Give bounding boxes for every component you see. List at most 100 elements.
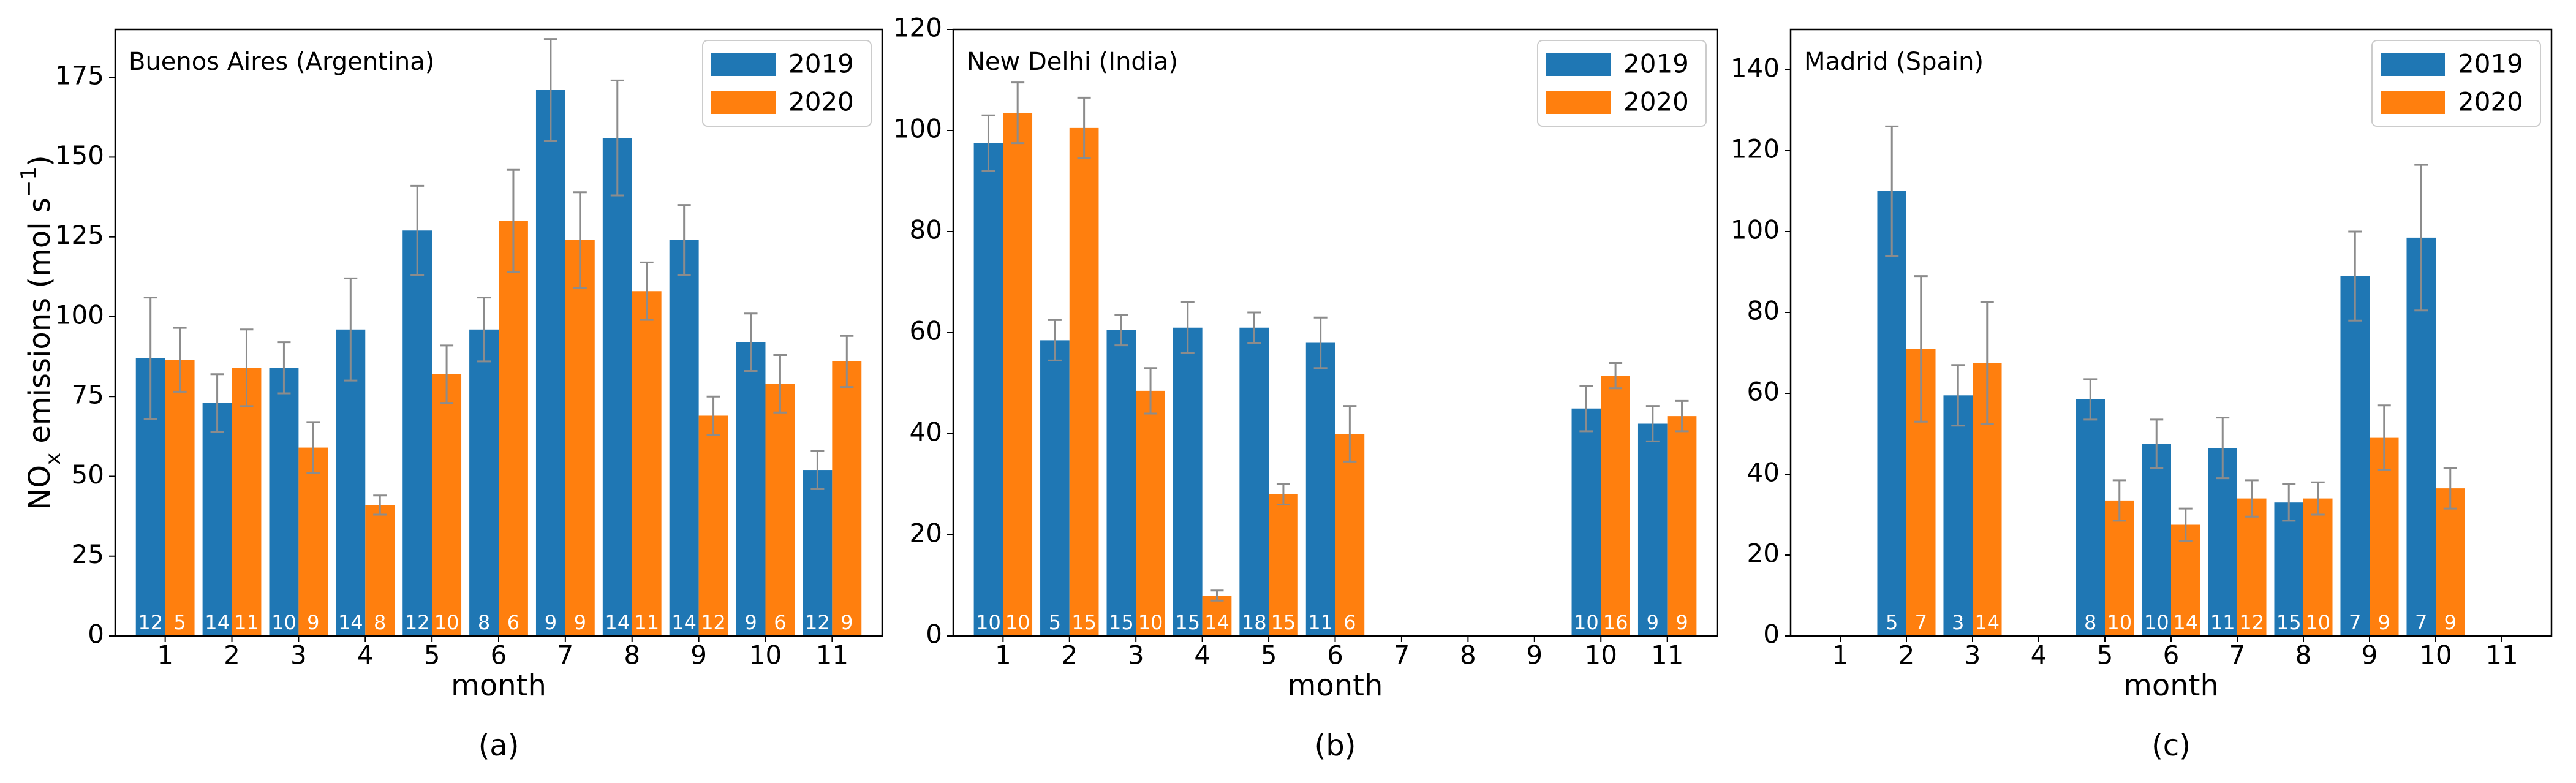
count-label: 16	[1603, 611, 1628, 634]
count-label: 10	[976, 611, 1001, 634]
count-label: 15	[1175, 611, 1200, 634]
bar	[2171, 524, 2200, 636]
bar	[736, 342, 766, 636]
count-label: 14	[671, 611, 697, 634]
y-tick-label: 40	[910, 417, 942, 447]
count-label: 18	[1242, 611, 1267, 634]
bar	[1003, 113, 1033, 636]
count-label: 7	[2415, 611, 2427, 634]
count-label: 9	[840, 611, 853, 634]
bar	[1667, 416, 1697, 636]
x-tick-label: 4	[357, 640, 374, 670]
legend-swatch	[1546, 53, 1611, 76]
error-bar	[2377, 404, 2391, 471]
bar	[1040, 340, 1070, 636]
y-tick-label: 125	[55, 220, 104, 250]
error-bar	[1980, 301, 1994, 425]
error-bar	[610, 79, 624, 197]
y-label-part: )	[23, 155, 57, 167]
count-label: 9	[1675, 611, 1688, 634]
y-tick-label: 175	[55, 61, 104, 91]
bar	[232, 368, 262, 636]
y-tick-label: 100	[1731, 215, 1780, 245]
x-axis-label: month	[2123, 668, 2219, 703]
count-label: 15	[1109, 611, 1134, 634]
error-bar	[1276, 483, 1290, 505]
bar	[1335, 434, 1365, 636]
chart-title: Buenos Aires (Argentina)	[129, 48, 434, 76]
y-tick-label: 140	[1731, 53, 1780, 83]
count-label: 8	[478, 611, 490, 634]
count-label: 12	[2239, 611, 2264, 634]
count-label: 5	[1049, 611, 1061, 634]
count-label: 9	[2378, 611, 2390, 634]
y-tick-label: 80	[910, 215, 942, 245]
x-tick-label: 2	[1061, 640, 1078, 670]
error-bar	[2216, 417, 2230, 480]
y-tick-label: 100	[55, 300, 104, 330]
count-label: 9	[1647, 611, 1659, 634]
count-label: 10	[434, 611, 459, 634]
y-tick-label: 60	[910, 316, 942, 346]
error-bar	[573, 191, 587, 289]
bar	[602, 138, 632, 636]
error-bar	[2178, 507, 2193, 542]
bar	[565, 240, 595, 636]
x-tick-label: 3	[1128, 640, 1144, 670]
x-tick-label: 8	[2295, 640, 2312, 670]
count-label: 6	[1343, 611, 1356, 634]
y-tick-label: 120	[1731, 134, 1780, 164]
y-tick-label: 50	[72, 460, 104, 490]
count-label: 15	[2276, 611, 2302, 634]
error-bar	[1951, 364, 1965, 427]
x-tick-label: 9	[1526, 640, 1543, 670]
count-label: 11	[1308, 611, 1333, 634]
error-bar	[277, 341, 291, 395]
x-tick-label: 10	[1585, 640, 1617, 670]
bar	[1943, 395, 1973, 636]
bar	[2436, 488, 2465, 636]
bar	[469, 329, 499, 636]
bar	[1571, 408, 1601, 636]
bar	[269, 368, 299, 636]
x-tick-label: 1	[1832, 640, 1849, 670]
legend-label: 2020	[788, 87, 854, 117]
x-axis-label: month	[451, 668, 546, 703]
y-tick-label: 150	[55, 140, 104, 170]
bar	[165, 360, 195, 636]
error-bar	[1645, 405, 1660, 442]
bar	[2340, 276, 2370, 637]
x-tick-label: 11	[816, 640, 848, 670]
legend-swatch	[2381, 91, 2445, 114]
error-bar	[2245, 479, 2259, 518]
legend-label: 2019	[1623, 49, 1689, 79]
count-label: 5	[1886, 611, 1898, 634]
x-tick-label: 9	[2362, 640, 2378, 670]
y-tick-label: 0	[1763, 619, 1780, 649]
count-label: 10	[271, 611, 297, 634]
count-label: 14	[205, 611, 230, 634]
error-bar	[1609, 362, 1623, 390]
x-tick-label: 7	[1394, 640, 1410, 670]
y-label-part: x	[41, 453, 66, 465]
x-tick-label: 2	[224, 640, 240, 670]
error-bar	[677, 204, 691, 276]
error-bar	[2112, 479, 2126, 522]
count-label: 5	[173, 611, 186, 634]
count-label: 14	[605, 611, 630, 634]
x-tick-label: 8	[1460, 640, 1476, 670]
bar	[1269, 494, 1298, 636]
error-bar	[2348, 230, 2362, 322]
x-tick-label: 6	[491, 640, 507, 670]
error-bar	[773, 354, 787, 414]
count-label: 11	[634, 611, 659, 634]
bar	[1877, 191, 1906, 636]
bar	[2105, 500, 2134, 636]
bar	[365, 505, 395, 636]
error-bar	[1048, 319, 1062, 361]
y-tick-label: 0	[926, 619, 942, 649]
error-bar	[1579, 385, 1593, 433]
bar	[2274, 502, 2303, 636]
error-bar	[240, 328, 254, 407]
bar	[499, 221, 528, 636]
